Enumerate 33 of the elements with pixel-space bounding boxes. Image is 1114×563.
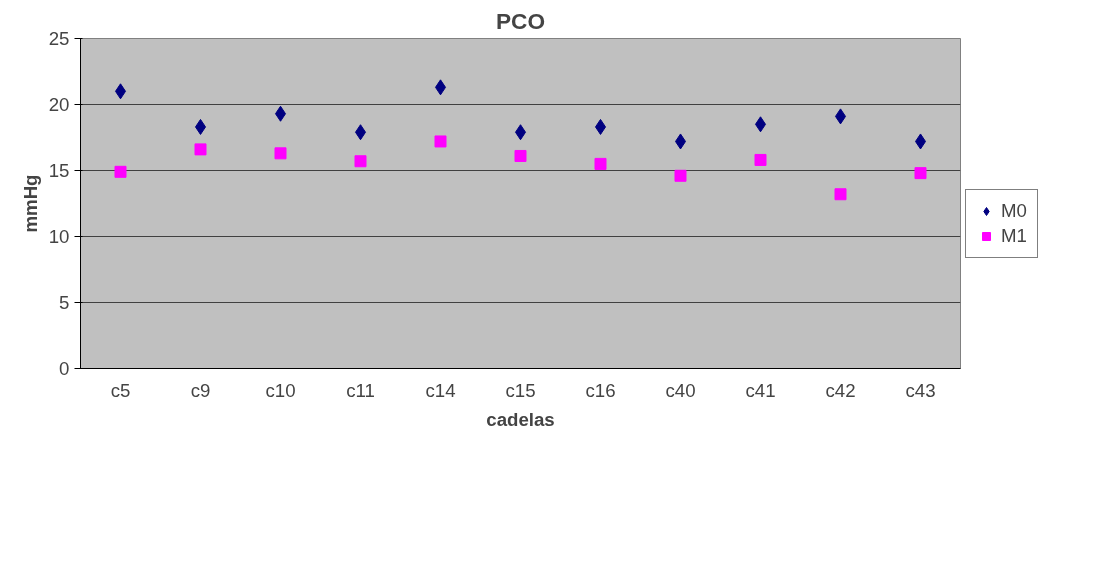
point bbox=[594, 157, 607, 170]
point bbox=[434, 135, 447, 148]
x-tick-label: c15 bbox=[505, 379, 536, 401]
point bbox=[514, 149, 527, 162]
y-tick-label: 25 bbox=[48, 28, 70, 49]
legend-label: M1 bbox=[1001, 225, 1027, 247]
point bbox=[354, 155, 367, 168]
x-tick-label: c14 bbox=[425, 379, 456, 401]
legend-label: M0 bbox=[1001, 200, 1027, 222]
y-tick-label: 5 bbox=[59, 292, 70, 313]
x-tick-label: c16 bbox=[585, 379, 616, 401]
point bbox=[274, 147, 287, 160]
x-axis-title: cadelas bbox=[486, 408, 555, 430]
point bbox=[914, 167, 927, 180]
point bbox=[674, 169, 687, 182]
y-axis-title: mmHg bbox=[19, 174, 41, 233]
chart-title: PCO bbox=[495, 7, 546, 34]
x-tick-label: c41 bbox=[745, 379, 776, 401]
x-tick-label: c9 bbox=[190, 379, 211, 401]
point bbox=[114, 165, 127, 178]
point bbox=[194, 143, 207, 156]
x-tick-label: c11 bbox=[346, 379, 375, 401]
y-tick-label: 10 bbox=[48, 226, 70, 247]
x-tick-label: c40 bbox=[665, 379, 696, 401]
x-tick-label: c5 bbox=[110, 379, 131, 401]
y-tick-label: 0 bbox=[59, 358, 70, 379]
x-tick-label: c10 bbox=[265, 379, 296, 401]
x-tick-label: c42 bbox=[825, 379, 856, 401]
point bbox=[754, 153, 767, 166]
x-tick-label: c43 bbox=[905, 379, 936, 401]
point bbox=[834, 188, 847, 201]
y-tick-label: 15 bbox=[48, 160, 70, 181]
y-tick-label: 20 bbox=[48, 94, 70, 115]
